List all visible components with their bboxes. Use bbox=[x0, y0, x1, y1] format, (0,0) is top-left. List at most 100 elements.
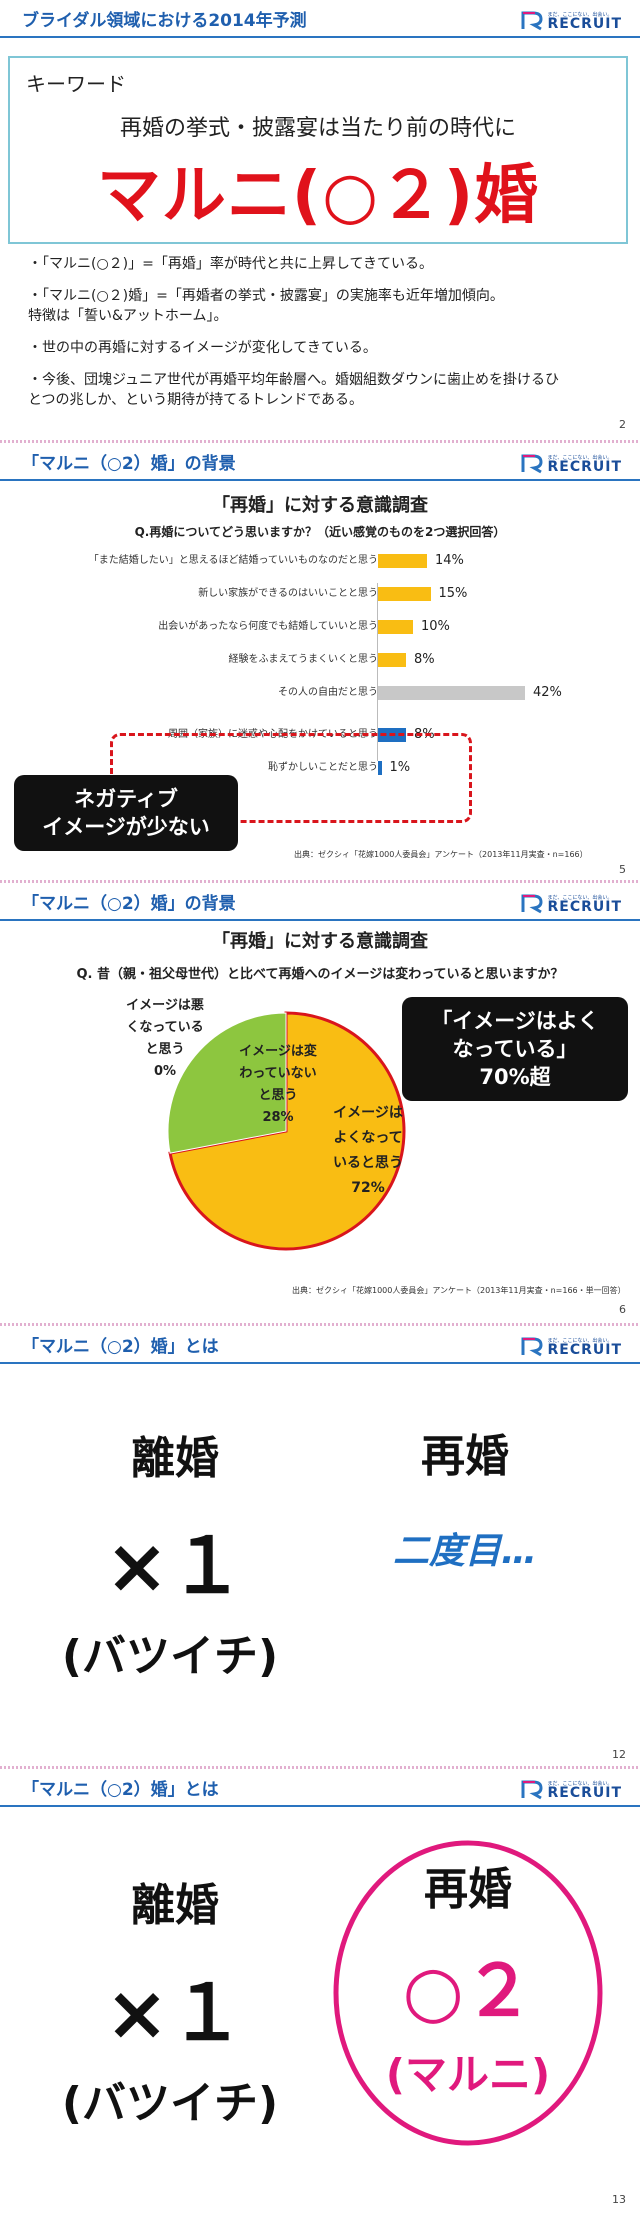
logo-wordmark-text: RECRUIT bbox=[547, 1342, 622, 1358]
bar-category-label: その人の自由だと思う bbox=[278, 687, 378, 698]
bullet-text: とつの兆しか、という期待が持てるトレンドである。 bbox=[28, 392, 364, 408]
survey-heading: 「再婚」に対する意識調査 bbox=[212, 931, 428, 952]
pie-label-line: いると思う bbox=[333, 1155, 403, 1171]
callout-line: なっている」 bbox=[452, 1037, 578, 1061]
bar bbox=[378, 761, 382, 775]
negative-callout: ネガティブ イメージが少ない bbox=[14, 775, 238, 851]
logo-tagline: まだ、ここにない、出会い。 bbox=[547, 1338, 613, 1344]
callout-line: 「イメージはよく bbox=[431, 1009, 599, 1033]
maruni-circle bbox=[333, 1840, 603, 2146]
slide-title: ブライダル領域における2014年予測 bbox=[22, 11, 307, 31]
batsu-mark: ×１ bbox=[105, 1968, 245, 2057]
bar-value-label: 10% bbox=[421, 619, 450, 634]
remarriage-word: 再婚 bbox=[424, 1864, 512, 1915]
slide-divider bbox=[0, 1323, 640, 1326]
slide-header: 「マルニ（○2）婚」とは まだ、ここにない、出会い。 RECRUIT bbox=[0, 1326, 640, 1364]
pie-label-worse: イメージは悪 くなっている と思う 0% bbox=[110, 995, 220, 1083]
bar-value-label: 42% bbox=[533, 685, 562, 700]
bar-row: 恥ずかしいことだと思う 1% bbox=[0, 758, 640, 778]
recruit-logo: まだ、ここにない、出会い。 RECRUIT bbox=[519, 1776, 622, 1800]
recruit-logo-icon bbox=[521, 1337, 543, 1357]
bullet-text: 特徴は「誓い&アットホーム」。 bbox=[28, 308, 228, 324]
bar-row: 「また結婚したい」と思えるほど結婚っていいものなのだと思う 14% bbox=[0, 551, 640, 571]
slide-divider bbox=[0, 880, 640, 883]
page-number: 13 bbox=[612, 2193, 626, 2206]
pie-slice-better bbox=[168, 1011, 406, 1251]
slide-divider bbox=[0, 440, 640, 443]
keyword-main: マルニ(○２)婚 bbox=[96, 159, 540, 233]
slide-header: 「マルニ（○2）婚」とは まだ、ここにない、出会い。 RECRUIT bbox=[0, 1769, 640, 1807]
pie-label-line: 72% bbox=[351, 1180, 385, 1196]
logo-tagline: まだ、ここにない、出会い。 bbox=[547, 1781, 613, 1787]
bar-value-label: 14% bbox=[435, 553, 464, 568]
slide-2: 「マルニ（○2）婚」の背景 まだ、ここにない、出会い。 RECRUIT 「再婚」… bbox=[0, 443, 640, 880]
positive-callout: 「イメージはよく なっている」 70%超 bbox=[402, 997, 628, 1101]
slide-3: 「マルニ（○2）婚」の背景 まだ、ここにない、出会い。 RECRUIT 「再婚」… bbox=[0, 883, 640, 1323]
survey-question: Q.再婚についてどう思いますか？（近い感覚のものを2つ選択回答） bbox=[134, 525, 506, 539]
chart-axis bbox=[377, 583, 378, 761]
bullet-item: ・「マルニ(○２)婚」=「再婚者の挙式・披露宴」の実施率も近年増加傾向。 特徴は「… bbox=[28, 286, 618, 326]
page-number: 6 bbox=[619, 1303, 626, 1316]
pie-label-line: くなっている bbox=[126, 1020, 204, 1035]
logo-wordmark: まだ、ここにない、出会い。 RECRUIT bbox=[547, 1338, 622, 1358]
pie-label-line: よくなって bbox=[333, 1130, 403, 1146]
pie-chart bbox=[167, 1011, 406, 1251]
bullet-text: ・今後、団塊ジュニア世代が再婚平均年齢層へ。婚姻組数ダウンに歯止めを掛けるひ bbox=[28, 372, 560, 388]
slide-header: 「マルニ（○2）婚」の背景 まだ、ここにない、出会い。 RECRUIT bbox=[0, 443, 640, 481]
bar-category-label: 「また結婚したい」と思えるほど結婚っていいものなのだと思う bbox=[88, 555, 378, 566]
pie-label-line: わっていない bbox=[239, 1066, 317, 1081]
survey-question: Q. 昔（親・祖父母世代）と比べて再婚へのイメージは変わっていると思いますか？ bbox=[76, 967, 564, 982]
pie-label-line: イメージは bbox=[333, 1105, 403, 1121]
slide-divider bbox=[0, 1766, 640, 1769]
batsu-mark: ×１ bbox=[105, 1521, 245, 1610]
bullet-item: ・世の中の再婚に対するイメージが変化してきている。 bbox=[28, 338, 618, 358]
pie-slice-unchanged bbox=[167, 1012, 287, 1154]
bullet-item: ・「マルニ(○２)」=「再婚」率が時代と共に上昇してきている。 bbox=[28, 254, 618, 274]
bar-category-label: 恥ずかしいことだと思う bbox=[268, 762, 378, 773]
logo-wordmark-text: RECRUIT bbox=[547, 899, 622, 915]
keyword-subtitle: 再婚の挙式・披露宴は当たり前の時代に bbox=[119, 116, 516, 141]
divorce-word: 離婚 bbox=[131, 1880, 219, 1931]
bar-value-label: 15% bbox=[438, 586, 468, 601]
bar-row: その人の自由だと思う 42% bbox=[0, 683, 640, 703]
recruit-logo: まだ、ここにない、出会い。 RECRUIT bbox=[519, 7, 622, 31]
bar-category-label: 経験をふまえてうまくいくと思う bbox=[228, 654, 379, 665]
second-time-note: 二度目… bbox=[392, 1531, 537, 1572]
bar-value-label: 8% bbox=[414, 652, 435, 667]
slide-1: ブライダル領域における2014年予測 まだ、ここにない、出会い。 RECRUIT… bbox=[0, 0, 640, 440]
bullet-text: ・「マルニ(○２)婚」=「再婚者の挙式・披露宴」の実施率も近年増加傾向。 bbox=[28, 288, 504, 304]
bar bbox=[378, 554, 427, 568]
bar-row: 新しい家族ができるのはいいことと思う 15% bbox=[0, 584, 640, 604]
logo-wordmark-text: RECRUIT bbox=[547, 16, 622, 32]
logo-tagline: まだ、ここにない、出会い。 bbox=[547, 895, 613, 901]
bar-value-label: 1% bbox=[389, 760, 411, 775]
bullet-list: ・「マルニ(○２)」=「再婚」率が時代と共に上昇してきている。 ・「マルニ(○２… bbox=[28, 254, 618, 422]
bar bbox=[378, 620, 413, 634]
bullet-item: ・今後、団塊ジュニア世代が再婚平均年齢層へ。婚姻組数ダウンに歯止めを掛けるひ とつ… bbox=[28, 370, 618, 410]
callout-line: イメージが少ない bbox=[42, 815, 210, 839]
survey-heading: 「再婚」に対する意識調査 bbox=[212, 495, 428, 516]
pie-label-line: イメージは悪 bbox=[126, 998, 204, 1013]
logo-tagline: まだ、ここにない、出会い。 bbox=[547, 12, 613, 18]
recruit-logo: まだ、ここにない、出会い。 RECRUIT bbox=[519, 1333, 622, 1357]
logo-wordmark-text: RECRUIT bbox=[547, 1785, 622, 1801]
slide-title: 「マルニ（○2）婚」の背景 bbox=[22, 454, 236, 474]
keyword-label: キーワード bbox=[26, 72, 126, 96]
batsuichi-reading: (バツイチ) bbox=[61, 1631, 279, 1682]
slide-header: ブライダル領域における2014年予測 まだ、ここにない、出会い。 RECRUIT bbox=[0, 0, 640, 38]
logo-wordmark: まだ、ここにない、出会い。 RECRUIT bbox=[547, 895, 622, 915]
source-note: 出典：ゼクシィ「花嫁1000人委員会」アンケート（2013年11月実査・n=16… bbox=[292, 1286, 626, 1295]
maruni-reading: (マルニ) bbox=[385, 2050, 551, 2099]
bullet-text: ・世の中の再婚に対するイメージが変化してきている。 bbox=[28, 340, 377, 356]
slide-title: 「マルニ（○2）婚」とは bbox=[22, 1780, 219, 1800]
bullet-text: ・「マルニ(○２)」=「再婚」率が時代と共に上昇してきている。 bbox=[28, 256, 434, 272]
batsuichi-reading: (バツイチ) bbox=[61, 2078, 279, 2129]
bar-row: 出会いがあったなら何度でも結婚していいと思う 10% bbox=[0, 617, 640, 637]
bar bbox=[378, 653, 406, 667]
pie-label-line: と思う bbox=[145, 1042, 185, 1057]
remarriage-word: 再婚 bbox=[421, 1431, 509, 1482]
recruit-logo: まだ、ここにない、出会い。 RECRUIT bbox=[519, 450, 622, 474]
callout-line: 70%超 bbox=[479, 1065, 551, 1089]
logo-wordmark: まだ、ここにない、出会い。 RECRUIT bbox=[547, 1781, 622, 1801]
recruit-logo-icon bbox=[521, 894, 543, 914]
